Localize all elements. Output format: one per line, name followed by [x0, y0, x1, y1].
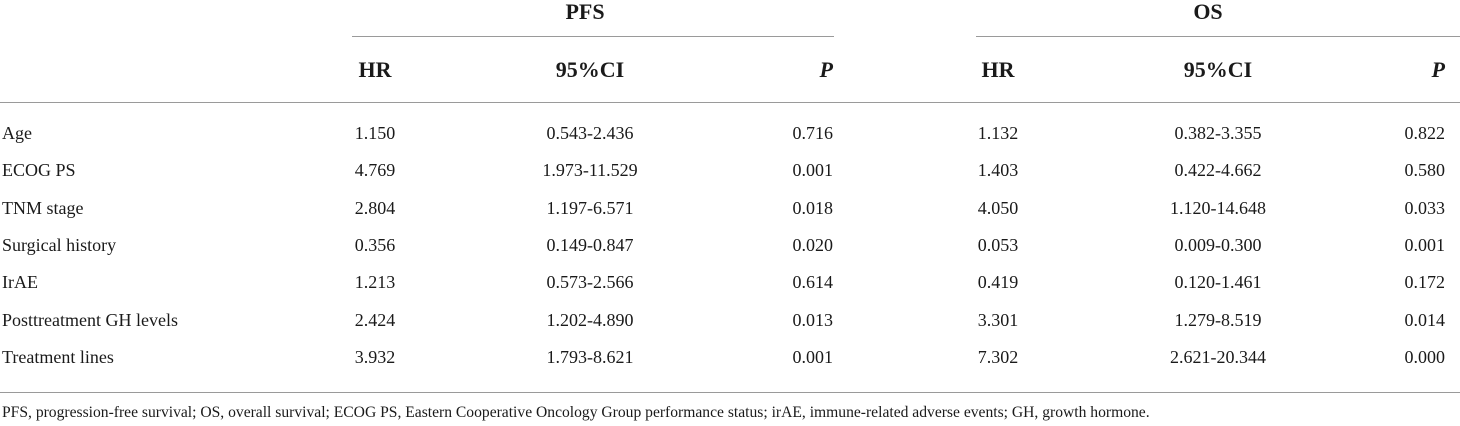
column-header-os-ci: 95%CI: [1183, 57, 1253, 82]
table-row: ECOG PS 4.769 1.973-11.529 0.001 1.403 0.422-…: [0, 152, 1460, 189]
group-header-pfs: PFS: [565, 0, 605, 24]
cell-pfs-hr: 0.356: [354, 234, 396, 255]
table-row: Treatment lines 3.932 1.793-8.621 0.001 7.30…: [0, 339, 1460, 376]
cell-os-p: 0.172: [1404, 272, 1446, 293]
cell-pfs-hr: 1.150: [354, 123, 396, 143]
cell-pfs-ci: 0.573-2.566: [546, 272, 634, 293]
table-row: Age 1.150 0.543-2.436 0.716 1.132 0.382-3.355…: [0, 115, 1460, 152]
cell-os-p: 0.000: [1404, 346, 1446, 367]
cell-os-ci: 0.422-4.662: [1174, 160, 1262, 181]
cell-pfs-hr: 1.213: [354, 272, 396, 293]
cell-pfs-p: 0.614: [792, 272, 834, 293]
column-header-os-hr: HR: [981, 57, 1015, 82]
table-row: TNM stage 2.804 1.197-6.571 0.018 4.050 1.120…: [0, 190, 1460, 227]
cell-pfs-p: 0.001: [792, 346, 834, 367]
cell-pfs-ci: 1.197-6.571: [546, 197, 634, 218]
cell-os-p: 0.014: [1404, 309, 1446, 330]
cell-pfs-ci: 1.973-11.529: [542, 160, 638, 181]
cell-pfs-ci: 1.793-8.621: [546, 346, 634, 367]
row-label: IrAE: [2, 272, 38, 293]
cell-os-ci: 1.279-8.519: [1174, 309, 1262, 330]
cell-pfs-p: 0.001: [792, 160, 834, 181]
cell-pfs-ci: 0.149-0.847: [546, 234, 634, 255]
table-row: Posttreatment GH levels 2.424 1.202-4.890 0…: [0, 302, 1460, 339]
cell-pfs-hr: 4.769: [354, 160, 396, 181]
cell-os-hr: 0.053: [977, 234, 1019, 255]
cell-os-hr: 3.301: [977, 309, 1019, 330]
cell-os-p: 0.822: [1404, 123, 1446, 143]
row-label: Surgical history: [2, 234, 117, 255]
bottom-rule: [0, 392, 1460, 393]
cell-pfs-p: 0.013: [792, 309, 834, 330]
row-label: Age: [2, 123, 32, 143]
cell-os-hr: 0.419: [977, 272, 1019, 293]
cell-pfs-hr: 2.804: [354, 197, 396, 218]
cell-os-ci: 0.009-0.300: [1174, 234, 1262, 255]
group-rule-os: [976, 36, 1460, 37]
group-header-os: OS: [1193, 0, 1223, 24]
cell-os-p: 0.580: [1404, 160, 1446, 181]
cell-os-hr: 4.050: [977, 197, 1019, 218]
cell-pfs-hr: 2.424: [354, 309, 396, 330]
cell-pfs-p: 0.020: [792, 234, 834, 255]
cell-pfs-ci: 1.202-4.890: [546, 309, 634, 330]
group-rule-pfs: [352, 36, 834, 37]
cell-os-hr: 1.403: [977, 160, 1019, 181]
cell-pfs-hr: 3.932: [354, 346, 396, 367]
table-row: Surgical history 0.356 0.149-0.847 0.020 0.0…: [0, 227, 1460, 264]
cell-os-ci: 0.120-1.461: [1174, 272, 1262, 293]
cell-os-hr: 1.132: [977, 123, 1019, 143]
cell-os-p: 0.033: [1404, 197, 1446, 218]
column-header-os-p: P: [1431, 57, 1445, 82]
table-footnote: PFS, progression-free survival; OS, over…: [2, 404, 1150, 421]
cell-pfs-p: 0.716: [792, 123, 834, 143]
cell-os-ci: 0.382-3.355: [1174, 123, 1262, 143]
cell-pfs-p: 0.018: [792, 197, 834, 218]
row-label: ECOG PS: [2, 160, 76, 181]
cell-os-p: 0.001: [1404, 234, 1446, 255]
table-row: IrAE 1.213 0.573-2.566 0.614 0.419 0.120-1.46…: [0, 264, 1460, 301]
row-label: Treatment lines: [2, 346, 114, 367]
cell-pfs-ci: 0.543-2.436: [546, 123, 634, 143]
header-rule: [0, 102, 1460, 103]
row-label: Posttreatment GH levels: [2, 309, 178, 330]
cell-os-ci: 1.120-14.648: [1170, 197, 1266, 218]
cell-os-ci: 2.621-20.344: [1170, 346, 1266, 367]
cell-os-hr: 7.302: [977, 346, 1019, 367]
column-header-pfs-ci: 95%CI: [555, 57, 625, 82]
row-label: TNM stage: [2, 197, 84, 218]
column-header-pfs-p: P: [819, 57, 833, 82]
column-header-pfs-hr: HR: [358, 57, 392, 82]
